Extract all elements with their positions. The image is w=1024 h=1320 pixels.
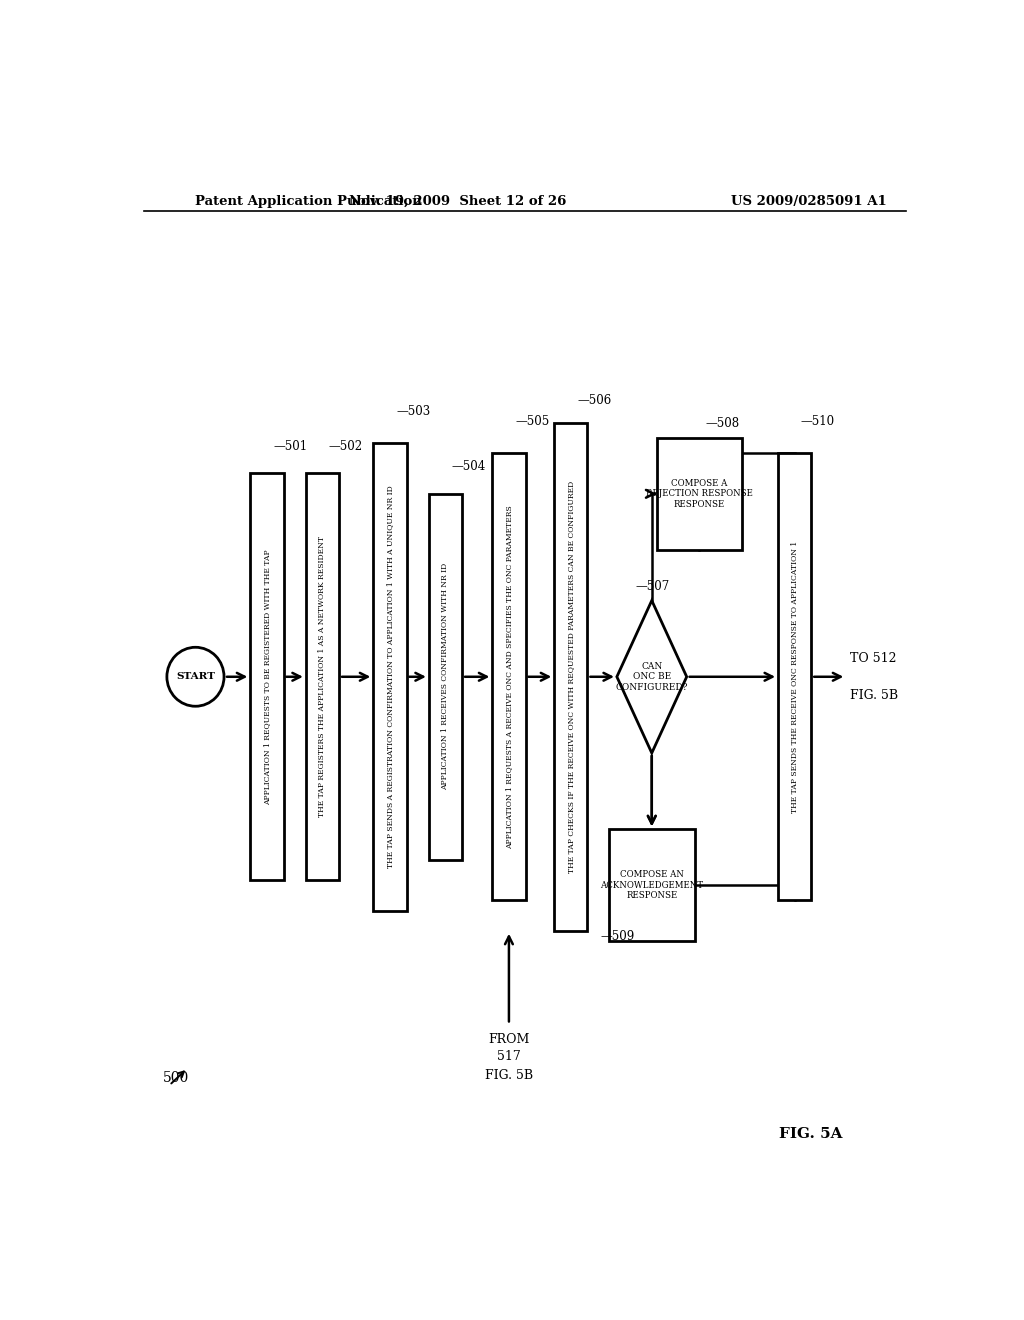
Text: THE TAP REGISTERS THE APPLICATION 1 AS A NETWORK RESIDENT: THE TAP REGISTERS THE APPLICATION 1 AS A… (318, 536, 327, 817)
Text: APPLICATION 1 RECEIVES CONFIRMATION WITH NR ID: APPLICATION 1 RECEIVES CONFIRMATION WITH… (441, 564, 450, 791)
Text: —508: —508 (706, 417, 740, 430)
Bar (306, 474, 339, 880)
Text: THE TAP SENDS A REGISTRATION CONFIRMATION TO APPLICATION 1 WITH A UNIQUE NR ID: THE TAP SENDS A REGISTRATION CONFIRMATIO… (386, 486, 394, 869)
Bar (609, 829, 694, 941)
Text: START: START (176, 672, 215, 681)
Text: US 2009/0285091 A1: US 2009/0285091 A1 (731, 194, 887, 207)
Text: COMPOSE A
REJECTION RESPONSE
RESPONSE: COMPOSE A REJECTION RESPONSE RESPONSE (646, 479, 753, 508)
Text: —502: —502 (329, 440, 362, 453)
Bar (373, 444, 407, 911)
Bar (778, 453, 811, 900)
Polygon shape (616, 601, 687, 752)
Bar (493, 453, 525, 900)
Text: APPLICATION 1 REQUESTS TO BE REGISTERED WITH THE TAP: APPLICATION 1 REQUESTS TO BE REGISTERED … (263, 549, 271, 805)
Text: APPLICATION 1 REQUESTS A RECEIVE ONC AND SPECIFIES THE ONC PARAMETERS: APPLICATION 1 REQUESTS A RECEIVE ONC AND… (505, 504, 513, 849)
Bar (429, 494, 462, 859)
Text: Nov. 19, 2009  Sheet 12 of 26: Nov. 19, 2009 Sheet 12 of 26 (348, 194, 566, 207)
Text: TO 512: TO 512 (850, 652, 897, 665)
Text: —501: —501 (273, 440, 307, 453)
Bar (250, 474, 284, 880)
Text: —507: —507 (636, 581, 670, 594)
Text: FIG. 5A: FIG. 5A (778, 1127, 843, 1142)
Text: Patent Application Publication: Patent Application Publication (196, 194, 422, 207)
Text: 517: 517 (497, 1051, 521, 1064)
Text: FIG. 5B: FIG. 5B (850, 689, 898, 701)
Text: THE TAP SENDS THE RECEIVE ONC RESPONSE TO APPLICATION 1: THE TAP SENDS THE RECEIVE ONC RESPONSE T… (791, 541, 799, 813)
Ellipse shape (167, 647, 224, 706)
Text: CAN
ONC BE
CONFIGURED?: CAN ONC BE CONFIGURED? (615, 661, 688, 692)
Bar (656, 438, 742, 549)
Text: —509: —509 (600, 931, 635, 942)
Text: —503: —503 (396, 405, 430, 417)
Text: FIG. 5B: FIG. 5B (485, 1069, 532, 1081)
Text: COMPOSE AN
ACKNOWLEDGEMENT
RESPONSE: COMPOSE AN ACKNOWLEDGEMENT RESPONSE (600, 870, 703, 900)
Text: —504: —504 (452, 461, 486, 474)
Text: THE TAP CHECKS IF THE RECEIVE ONC WITH REQUESTED PARAMETERS CAN BE CONFIGURED: THE TAP CHECKS IF THE RECEIVE ONC WITH R… (567, 480, 574, 873)
Text: FROM: FROM (488, 1034, 529, 1047)
Text: 500: 500 (163, 1072, 188, 1085)
Text: —505: —505 (515, 414, 550, 428)
Text: —506: —506 (578, 395, 611, 408)
Bar (554, 422, 588, 931)
Text: —510: —510 (801, 414, 836, 428)
